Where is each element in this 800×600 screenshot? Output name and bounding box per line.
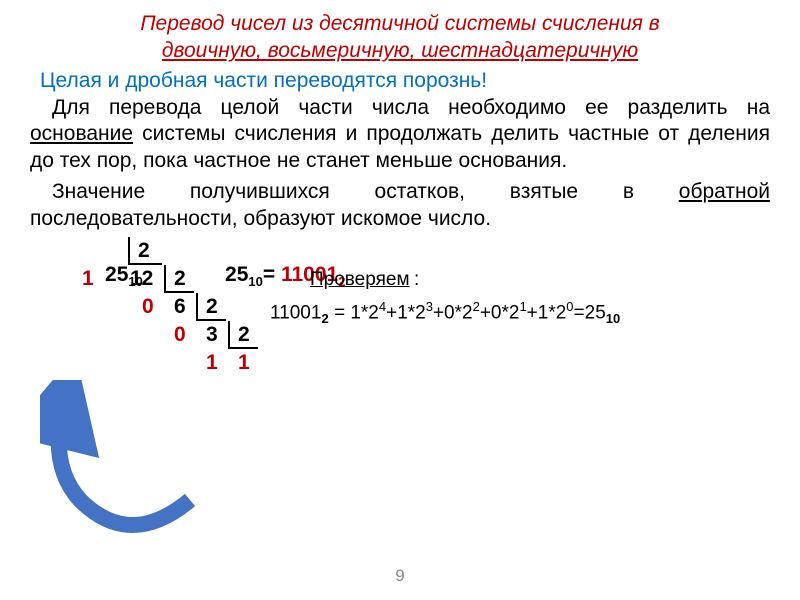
cf-11001: 11001 bbox=[270, 302, 321, 323]
title-line-2: двоичную, восьмеричную, шестнадцатеричну… bbox=[162, 39, 638, 62]
p1-b: системы счисления и продолжать делить ча… bbox=[30, 122, 770, 172]
cf-sub10: 10 bbox=[606, 311, 620, 326]
quotient-6: 6 bbox=[174, 295, 186, 319]
div-border-2v bbox=[164, 265, 166, 291]
cf-t1: +1*2 bbox=[386, 302, 426, 323]
p2-underline: обратной bbox=[679, 180, 770, 203]
div-border-2h bbox=[164, 291, 194, 293]
slide: Перевод чисел из десятичной системы счис… bbox=[0, 0, 800, 600]
cf-t4: +1*2 bbox=[527, 302, 567, 323]
cf-t2: +0*2 bbox=[433, 302, 473, 323]
cf-eq: = 1*2 bbox=[329, 302, 379, 323]
div-border-4h bbox=[228, 347, 258, 349]
check-colon: : bbox=[414, 269, 419, 291]
num-25: 25 bbox=[105, 263, 128, 286]
quotient-1: 1 bbox=[238, 351, 250, 375]
page-number: 9 bbox=[0, 566, 800, 586]
calculation-area: 2510 2 2510= 110012 1 12 2 0 6 2 0 3 2 1… bbox=[30, 239, 770, 459]
remainder-0b: 0 bbox=[174, 323, 186, 347]
divisor-3: 2 bbox=[206, 295, 218, 319]
cf-t3: +0*2 bbox=[480, 302, 520, 323]
eq-25: 25 bbox=[225, 263, 248, 286]
div-border-3h bbox=[196, 319, 226, 321]
cf-p1: 1 bbox=[519, 299, 526, 314]
remainder-1b: 1 bbox=[206, 351, 218, 375]
slide-title: Перевод чисел из десятичной системы счис… bbox=[30, 10, 770, 65]
cf-sub2: 2 bbox=[321, 311, 328, 326]
cf-p3: 3 bbox=[426, 299, 433, 314]
paragraph-1: Для перевода целой части числа необходим… bbox=[30, 95, 770, 176]
p1-a: Для перевода целой части числа необходим… bbox=[52, 96, 770, 119]
cf-tail: =25 bbox=[574, 302, 606, 323]
cf-p2: 2 bbox=[473, 299, 480, 314]
div-border-4v bbox=[228, 321, 230, 347]
subtitle-text: Целая и дробная части переводятся порозн… bbox=[40, 69, 770, 93]
divisor-1: 2 bbox=[138, 239, 150, 263]
check-formula: 110012 = 1*24+1*23+0*22+0*21+1*20=2510 bbox=[270, 299, 620, 326]
paragraph-2: Значение получившихся остатков, взятые в… bbox=[30, 179, 770, 233]
cf-p0: 0 bbox=[566, 299, 573, 314]
div-border-1h bbox=[128, 263, 162, 265]
quotient-12: 12 bbox=[130, 267, 153, 291]
check-word: Проверяем bbox=[310, 269, 410, 290]
p2-a: Значение получившихся остатков, взятые в bbox=[52, 180, 679, 203]
p2-b: последовательности, образуют искомое чис… bbox=[30, 207, 491, 230]
quotient-3: 3 bbox=[206, 323, 218, 347]
div-border-3v bbox=[196, 293, 198, 319]
eq-sub10: 10 bbox=[248, 274, 262, 289]
title-line-1: Перевод чисел из десятичной системы счис… bbox=[140, 12, 659, 35]
eq-equals: = bbox=[263, 263, 281, 286]
remainder-1a: 1 bbox=[82, 267, 94, 291]
p1-underline: основание bbox=[30, 122, 133, 145]
divisor-4: 2 bbox=[238, 323, 250, 347]
cf-p4: 4 bbox=[379, 299, 386, 314]
remainder-0a: 0 bbox=[142, 295, 154, 319]
divisor-2: 2 bbox=[174, 267, 186, 291]
check-label: Проверяем bbox=[310, 269, 410, 291]
